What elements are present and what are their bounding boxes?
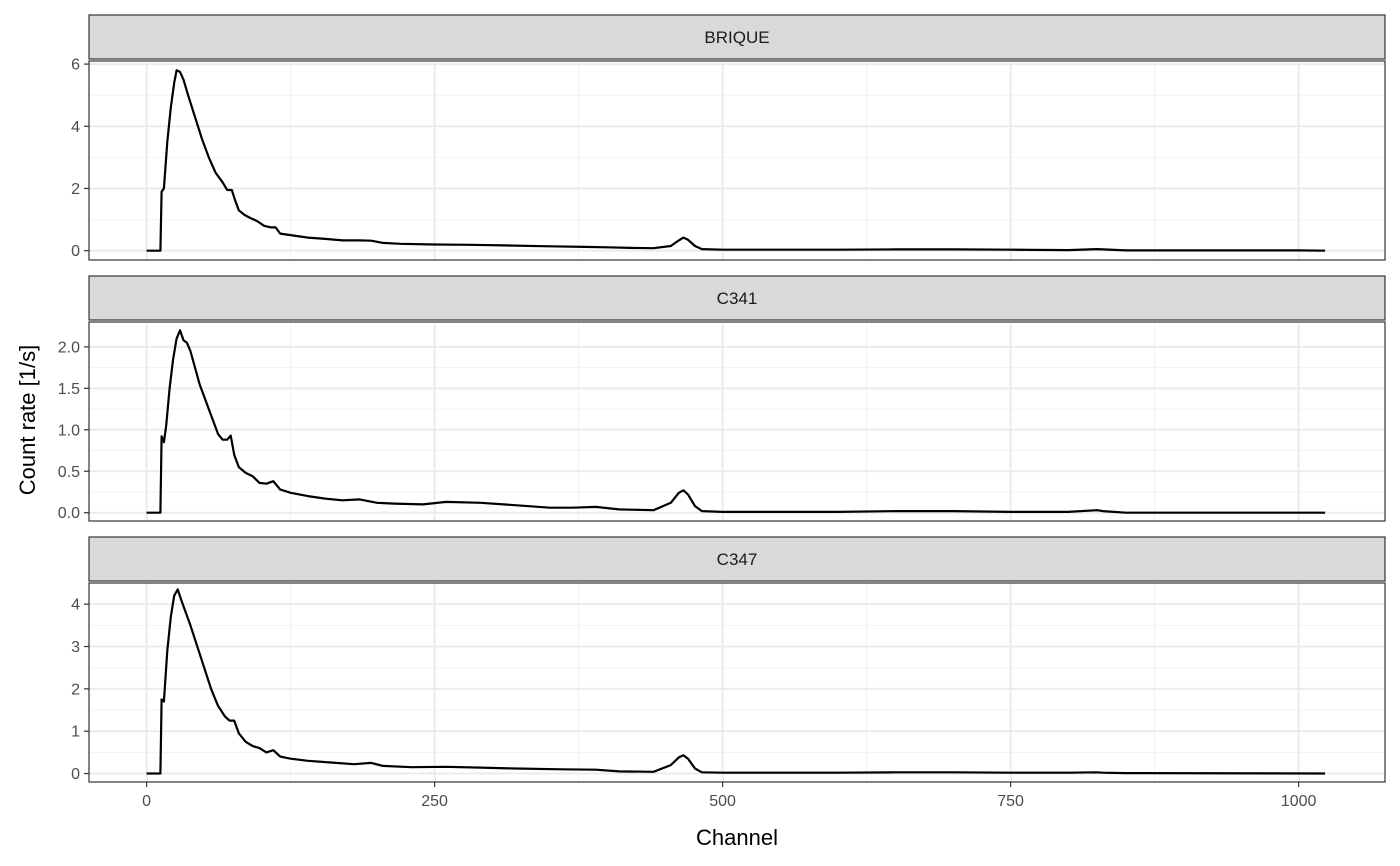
panel-background [89,322,1385,521]
strip-label: BRIQUE [704,28,769,47]
panel-background [89,583,1385,782]
strip-label: C347 [717,550,758,569]
strip-header [88,14,1386,60]
y-tick-label: 0.0 [58,505,80,522]
y-tick-label: 0 [71,766,80,783]
y-tick-label: 1.0 [58,422,80,439]
x-tick-label: 500 [709,793,736,810]
series-line-c347 [146,588,1326,775]
panel-border [88,321,1386,522]
series-line-brique [146,69,1326,252]
x-axis: 0 250 500 750 1000 [142,782,1316,810]
y-tick-label: 1 [71,724,80,741]
y-axis-title: Count rate [1/s] [15,345,40,495]
panel-c347: C347 0 1 2 3 4 [71,536,1386,783]
x-tick-label: 1000 [1281,793,1317,810]
y-tick-label: 2 [71,681,80,698]
y-tick-label: 2 [71,181,80,198]
strip-header [88,275,1386,321]
x-tick-label: 250 [421,793,448,810]
series-line-c341 [146,329,1326,514]
panel-c341: C341 0.0 0.5 1.0 1.5 2.0 [58,275,1386,522]
panel-brique: BRIQUE 0 2 4 6 [71,14,1386,261]
y-tick-label: 2.0 [58,339,80,356]
y-tick-label: 0.5 [58,464,80,481]
strip-label: C341 [717,289,758,308]
y-tick-label: 1.5 [58,381,80,398]
x-axis-title: Channel [696,825,778,850]
strip-header [88,536,1386,582]
panel-border [88,60,1386,261]
y-tick-label: 4 [71,597,80,614]
panel-border [88,582,1386,783]
y-tick-label: 3 [71,639,80,656]
y-tick-label: 0 [71,243,80,260]
x-tick-label: 0 [142,793,151,810]
y-tick-label: 4 [71,119,80,136]
y-tick-label: 6 [71,57,80,74]
panel-background [89,61,1385,260]
x-tick-label: 750 [997,793,1024,810]
